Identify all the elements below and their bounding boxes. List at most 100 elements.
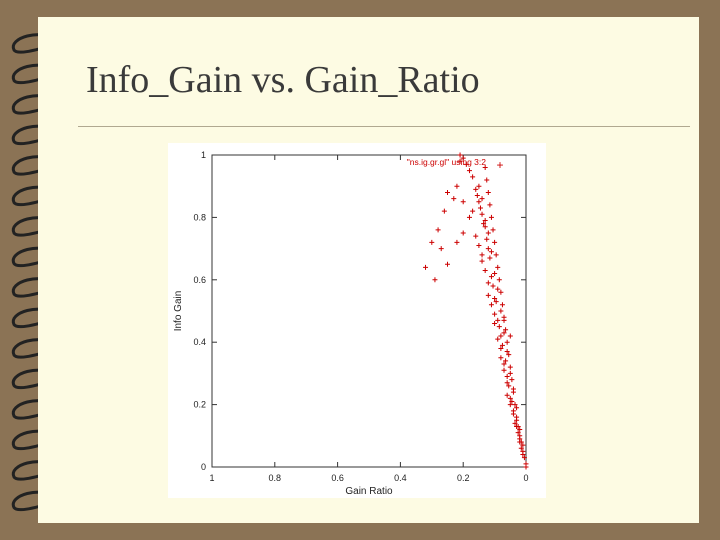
data-point [498, 308, 504, 314]
data-point [492, 320, 498, 326]
data-point [514, 417, 520, 423]
data-point [460, 155, 466, 161]
data-point [466, 168, 472, 174]
y-tick-label: 0 [201, 462, 206, 472]
legend-label: "ns.ig.gr.gl" using 3:2 [407, 157, 487, 167]
data-point [498, 355, 504, 361]
data-point [496, 277, 502, 283]
data-point [488, 274, 494, 280]
data-point [476, 199, 482, 205]
y-axis-label: Info Gain [173, 291, 184, 332]
data-point [507, 395, 513, 401]
data-point [503, 327, 509, 333]
data-point [509, 377, 515, 383]
data-point [485, 230, 491, 236]
data-point [473, 186, 479, 192]
data-point [515, 430, 521, 436]
data-point [476, 242, 482, 248]
data-point [473, 233, 479, 239]
data-point [482, 164, 488, 170]
data-point [501, 367, 507, 373]
data-point [457, 158, 463, 164]
data-point [492, 271, 498, 277]
title-divider [78, 126, 690, 127]
chart-svg: 1 0.8 0.6 0.4 0.2 0 0 0.2 0.4 0.6 0.8 1 Gain Ratio… [173, 150, 529, 497]
data-point [470, 174, 476, 180]
data-point [485, 292, 491, 298]
y-tick-label: 0.8 [193, 212, 206, 222]
data-point [504, 339, 510, 345]
data-point [470, 208, 476, 214]
data-point [477, 205, 483, 211]
data-point [504, 374, 510, 380]
data-point [510, 408, 516, 414]
x-tick-label: 0.2 [457, 473, 470, 483]
data-point [506, 383, 512, 389]
data-point [509, 398, 515, 404]
data-point [488, 214, 494, 220]
legend-marker: + [496, 158, 503, 172]
data-point [488, 249, 494, 255]
data-point [504, 380, 510, 386]
data-point [499, 302, 505, 308]
data-point [457, 152, 463, 158]
data-point [507, 364, 513, 370]
data-point [496, 324, 502, 330]
data-point [463, 161, 469, 167]
data-point [495, 317, 501, 323]
y-tick-label: 0.2 [193, 400, 206, 410]
data-point [507, 402, 513, 408]
data-point [523, 461, 529, 467]
data-point [451, 196, 457, 202]
data-point [435, 227, 441, 233]
data-point [488, 302, 494, 308]
data-point [445, 189, 450, 195]
data-points [423, 152, 529, 470]
x-tick-label: 0.4 [394, 473, 407, 483]
data-point [479, 258, 485, 264]
data-point [479, 252, 485, 258]
data-point [482, 224, 488, 230]
data-point [482, 218, 488, 224]
data-point [512, 402, 518, 408]
slide-title: Info_Gain vs. Gain_Ratio [86, 59, 480, 101]
data-point [476, 183, 482, 189]
data-point [495, 336, 501, 342]
data-point [517, 439, 523, 445]
plot-frame [211, 154, 527, 468]
y-tick-label: 0.6 [193, 275, 206, 285]
data-point [512, 420, 518, 426]
data-point [493, 299, 499, 305]
data-point [423, 264, 429, 270]
data-point [474, 193, 480, 199]
data-point [510, 386, 516, 392]
data-point [492, 296, 498, 302]
y-tick-label: 0.4 [193, 337, 206, 347]
data-point [479, 196, 485, 202]
data-point [501, 361, 507, 367]
data-point [514, 405, 520, 411]
data-point [495, 286, 501, 292]
data-point [498, 345, 504, 351]
data-point [498, 333, 504, 339]
x-axis-label: Gain Ratio [345, 486, 393, 497]
y-tick-label: 1 [201, 150, 206, 160]
x-tick-label: 0.6 [331, 473, 344, 483]
data-point [518, 445, 524, 451]
data-point [454, 239, 460, 245]
data-point [506, 352, 512, 358]
data-point [485, 246, 491, 252]
data-point [490, 227, 496, 233]
data-point [490, 283, 496, 289]
x-tick-label: 1 [209, 473, 214, 483]
data-point [482, 267, 488, 273]
scatter-chart: 1 0.8 0.6 0.4 0.2 0 0 0.2 0.4 0.6 0.8 1 Gain Ratio… [168, 143, 546, 498]
y-ticks: 0 0.2 0.4 0.6 0.8 1 [193, 150, 526, 472]
data-point [438, 246, 444, 252]
data-point [481, 221, 487, 227]
data-point [492, 311, 498, 317]
data-point [498, 289, 504, 295]
data-point [504, 392, 510, 398]
data-point [501, 330, 507, 336]
data-point [460, 230, 466, 236]
